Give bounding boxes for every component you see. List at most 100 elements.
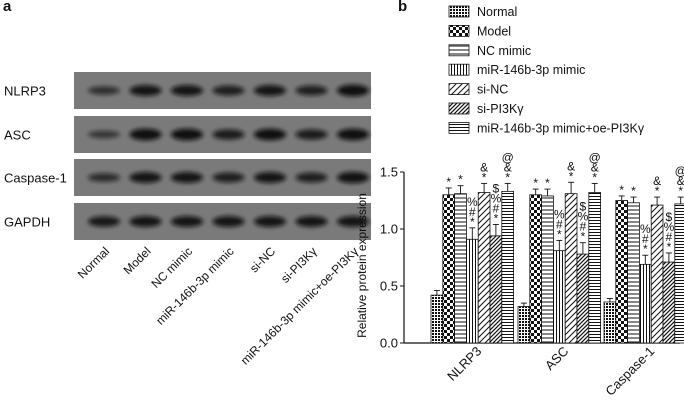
panel-b-label: b: [398, 0, 408, 15]
blot-band-nlrp3-mir-146b-3p-mimic-oe-pi3k: [337, 84, 369, 97]
legend-label-mir-146b-3p-mimic: miR-146b-3p mimic: [477, 63, 585, 77]
legend-swatch-nc-mimic: [448, 44, 470, 57]
significance-mark: %: [554, 207, 565, 221]
blot-band-gapdh-normal: [88, 216, 120, 227]
blot-band-asc-normal: [88, 130, 120, 139]
bar-caspase-1-mir-146b-3p-mimic: [639, 263, 652, 344]
blot-row-label-gapdh: GAPDH: [4, 215, 50, 230]
bar-nlrp3-mir-146b-3p-mimic: [465, 238, 479, 344]
significance-mark: #: [666, 230, 673, 244]
bar-asc-model: [529, 194, 542, 344]
significance-mark: %: [491, 191, 502, 205]
blot-band-asc-mir-146b-3p-mimic: [212, 129, 245, 140]
blot-band-nlrp3-mir-146b-3p-mimic: [212, 85, 245, 96]
significance-mark: %: [578, 210, 589, 224]
y-tick-label: 1.0: [380, 222, 398, 237]
significance-mark: *: [470, 215, 475, 229]
bar-caspase-1-mir-146b-3p-mimic-oe-pi3k: [674, 203, 684, 344]
significance-mark: *: [581, 230, 586, 244]
blot-band-asc-mir-146b-3p-mimic-oe-pi3k: [337, 128, 369, 141]
y-tick-label: 0.0: [380, 336, 398, 351]
bar-caspase-1-si-nc: [650, 204, 664, 344]
significance-mark: *: [631, 184, 636, 198]
significance-mark: *: [655, 184, 660, 198]
y-axis-label: Relative protein expression: [355, 193, 369, 338]
significance-mark: *: [458, 173, 463, 187]
legend-label-mir-146b-3p-mimic-oe-pi3k: miR-146b-3p mimic+oe-PI3Kγ: [477, 121, 645, 135]
legend-swatch-si-nc: [448, 83, 470, 95]
blot-band-caspase-1-nc-mimic: [171, 172, 203, 183]
blot-band-gapdh-mir-146b-3p-mimic: [212, 216, 245, 227]
significance-mark: $: [493, 181, 500, 195]
significance-mark: *: [592, 170, 597, 184]
blot-lane-label-normal: Normal: [75, 244, 112, 281]
bar-caspase-1-normal: [603, 301, 617, 344]
bar-asc-normal: [517, 306, 531, 344]
significance-mark: &: [567, 159, 575, 173]
blot-band-gapdh-mir-146b-3p-mimic-oe-pi3k: [337, 216, 369, 227]
significance-mark: &: [480, 160, 488, 174]
blot-band-nlrp3-si-pi3k: [295, 85, 328, 96]
significance-mark: &: [653, 174, 661, 188]
bar-nlrp3-normal: [430, 294, 444, 344]
bar-caspase-1-model: [615, 200, 628, 344]
x-category-label-caspase-1: Caspase-1: [602, 344, 657, 399]
bar-nlrp3-nc-mimic: [454, 193, 467, 344]
significance-mark: *: [505, 170, 510, 184]
blot-band-caspase-1-model: [129, 172, 162, 183]
blot-row-label-nlrp3: NLRP3: [4, 84, 46, 99]
legend-label-model: Model: [477, 24, 511, 38]
significance-mark: *: [494, 211, 499, 225]
bar-asc-mir-146b-3p-mimic-oe-pi3k: [588, 192, 601, 344]
bar-chart: 0.0 0.5 1.0 1.5 Relative protein expression *…: [355, 150, 684, 399]
legend-swatch-mir-146b-3p-mimic-oe-pi3k: [448, 122, 470, 134]
significance-mark: %: [664, 220, 675, 234]
legend-label-si-pi3k: si-PI3Kγ: [477, 102, 524, 116]
bar-nlrp3-model: [442, 194, 455, 344]
y-tick-label: 0.5: [380, 279, 398, 294]
blot-band-nlrp3-nc-mimic: [171, 85, 203, 96]
x-category-label-asc: ASC: [542, 344, 572, 374]
bar-asc-nc-mimic: [541, 195, 554, 344]
significance-mark: #: [556, 217, 563, 231]
significance-mark: *: [619, 183, 624, 197]
blot-lane-label-mir-146b-3p-mimic: miR-146b-3p mimic: [153, 244, 236, 327]
y-tick-label: 1.5: [380, 165, 398, 180]
legend-swatch-normal: [448, 5, 470, 18]
blot-band-nlrp3-normal: [88, 86, 120, 95]
bar-asc-si-nc: [564, 193, 578, 344]
significance-mark: *: [482, 170, 487, 184]
legend-label-nc-mimic: NC mimic: [477, 44, 531, 58]
blot-band-gapdh-model: [129, 216, 162, 227]
legend-swatch-si-pi3k: [448, 102, 470, 115]
significance-mark: *: [545, 176, 550, 190]
panel-a-label: a: [3, 0, 12, 15]
significance-mark: *: [446, 175, 451, 189]
significance-mark: *: [667, 240, 672, 254]
legend-swatch-mir-146b-3p-mimic: [448, 63, 470, 76]
blot-band-asc-model: [129, 128, 162, 141]
significance-mark: *: [557, 227, 562, 241]
blot-band-gapdh-si-pi3k: [295, 216, 328, 227]
blot-band-gapdh-nc-mimic: [171, 216, 203, 227]
x-category-label-nlrp3: NLRP3: [444, 344, 484, 384]
blot-lane-label-model: Model: [121, 244, 154, 277]
significance-mark: %: [640, 222, 651, 236]
blot-row-label-caspase-1: Caspase-1: [4, 171, 67, 186]
blot-band-caspase-1-si-nc: [254, 172, 286, 183]
significance-mark: @: [502, 150, 514, 164]
bar-nlrp3-mir-146b-3p-mimic-oe-pi3k: [501, 190, 514, 344]
blot-band-caspase-1-normal: [88, 173, 120, 182]
significance-mark: #: [493, 201, 500, 215]
significance-mark: #: [642, 232, 649, 246]
bar-caspase-1-si-pi3k: [662, 261, 676, 344]
significance-mark: &: [677, 174, 684, 188]
bar-nlrp3-si-nc: [477, 192, 491, 344]
significance-mark: *: [678, 184, 683, 198]
blot-band-asc-si-pi3k: [295, 129, 328, 140]
blot-band-nlrp3-si-nc: [254, 85, 286, 96]
bar-caspase-1-nc-mimic: [627, 202, 640, 344]
significance-mark: &: [504, 160, 512, 174]
bar-asc-si-pi3k: [576, 253, 590, 344]
significance-mark: *: [533, 176, 538, 190]
